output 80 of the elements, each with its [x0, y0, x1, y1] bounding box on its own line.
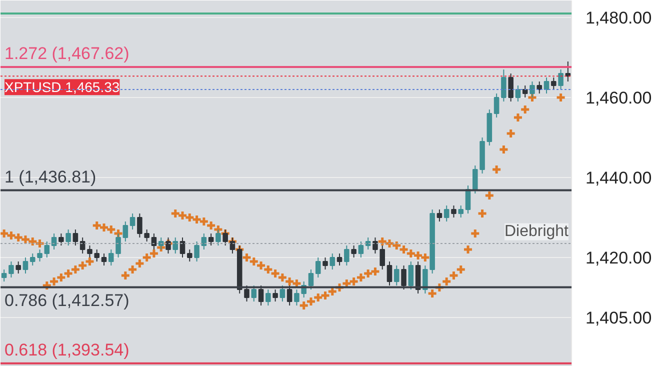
ref-line-label: 1 (1,436.81) [4, 167, 96, 186]
candlestick [394, 265, 400, 286]
candlestick [551, 77, 556, 90]
candlestick [322, 257, 328, 270]
candlestick [172, 237, 178, 254]
candlestick [58, 233, 64, 246]
candlestick [508, 73, 514, 102]
candlestick [351, 245, 356, 258]
candlestick [16, 261, 21, 274]
y-tick-label: 1,480.00 [586, 8, 652, 28]
candlestick [458, 205, 464, 218]
candlestick [358, 241, 364, 258]
candlestick [286, 285, 292, 306]
candlestick [530, 81, 535, 98]
candlestick [380, 245, 385, 270]
candlestick [451, 205, 456, 218]
y-tick-label: 1,405.00 [586, 308, 652, 328]
candlestick [558, 69, 564, 90]
candlestick [187, 249, 192, 262]
candlestick [194, 241, 200, 262]
ref-line-label: 1.272 (1,467.62) [4, 44, 130, 64]
candlestick [408, 261, 414, 290]
candlestick [180, 237, 186, 258]
candlestick [272, 289, 278, 302]
candlestick [266, 289, 271, 306]
candlestick [1, 269, 7, 282]
candlestick [122, 221, 128, 242]
candlestick [94, 249, 100, 262]
candlestick [72, 229, 78, 246]
candlestick [280, 285, 286, 302]
candlestick [501, 69, 506, 102]
candlestick [315, 257, 321, 278]
y-tick-label: 1,420.00 [586, 248, 652, 268]
candlestick [30, 253, 36, 266]
candlestick [137, 213, 142, 238]
candlestick [230, 237, 236, 254]
candlestick [308, 269, 314, 290]
candlestick [80, 237, 86, 254]
candlestick [216, 229, 221, 246]
candlestick [87, 245, 92, 258]
annotation: Diebright [504, 223, 570, 240]
candlestick [144, 229, 150, 242]
candlestick [536, 81, 542, 94]
candlestick [222, 229, 228, 246]
candlestick [294, 289, 300, 306]
candlestick [101, 253, 107, 266]
candlestick [108, 249, 114, 266]
candlestick [37, 249, 42, 262]
candlestick [330, 253, 336, 270]
candlestick [336, 253, 342, 266]
candlestick [251, 285, 257, 302]
candlestick [151, 233, 157, 250]
y-tick-label: 1,460.00 [586, 88, 652, 108]
candlestick [51, 233, 57, 250]
candlestick [494, 93, 500, 118]
y-tick-label: 1,440.00 [586, 168, 652, 188]
candlestick [244, 285, 250, 302]
candlestick [372, 237, 378, 254]
ref-line-label: 0.618 (1,393.54) [4, 340, 130, 360]
candlestick [166, 237, 171, 254]
candlestick [522, 85, 528, 98]
candlestick [401, 265, 406, 290]
candlestick [515, 85, 521, 102]
candlestick [116, 233, 121, 258]
candlestick [386, 261, 392, 286]
candlestick [8, 261, 14, 278]
candlestick [22, 257, 28, 274]
candlestick [422, 265, 428, 294]
candlestick [130, 213, 136, 230]
candlestick [444, 205, 450, 222]
candlestick [472, 165, 478, 194]
candlestick [436, 209, 442, 222]
candlestick [66, 229, 71, 246]
candlestick [544, 77, 550, 94]
candlestick [44, 241, 50, 258]
candlestick [258, 285, 264, 306]
candlestick [201, 233, 207, 250]
ref-line-label: 0.786 (1,412.57) [4, 291, 130, 310]
candlestick [344, 245, 350, 266]
candlestick [208, 233, 214, 246]
